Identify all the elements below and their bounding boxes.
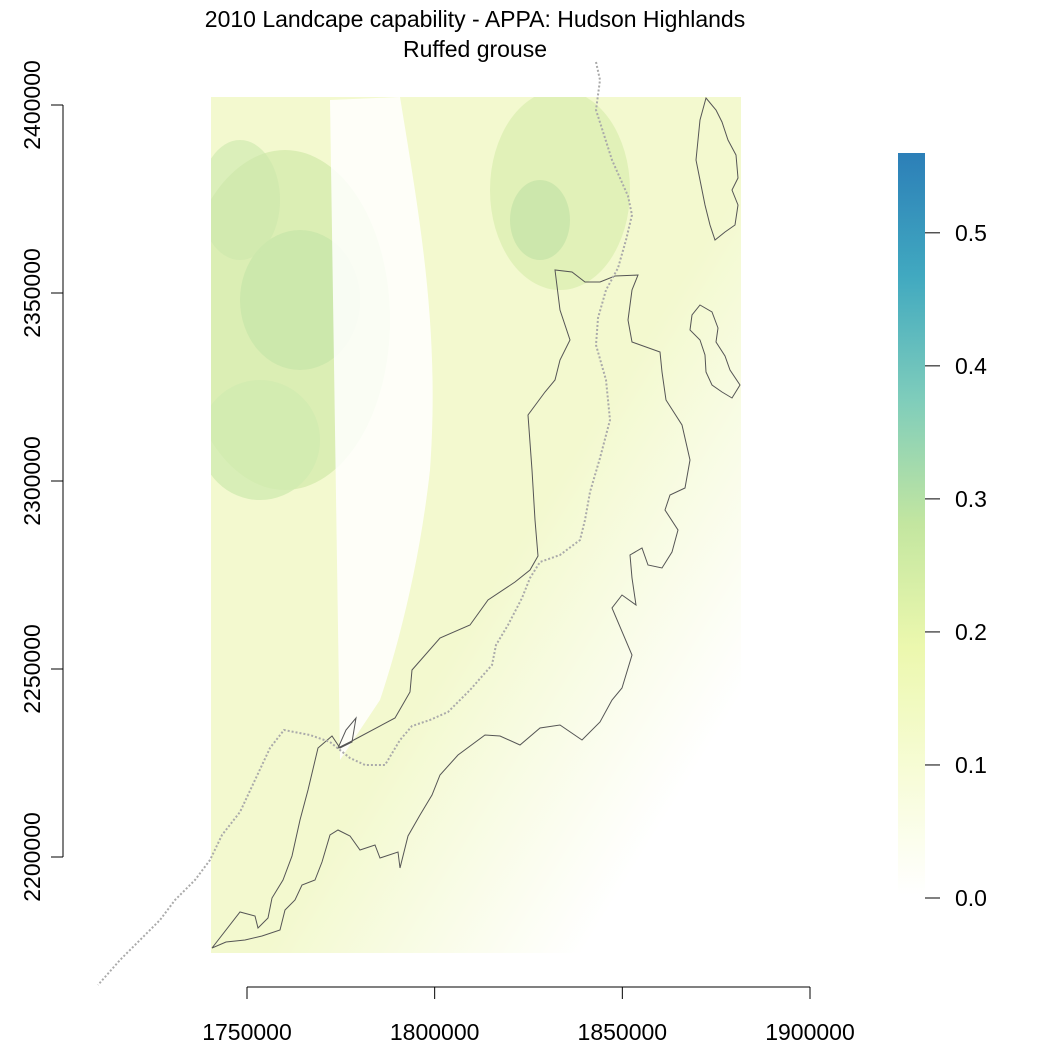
y-tick-label: 2300000 (19, 436, 45, 526)
legend-tick-label: 0.1 (955, 752, 987, 778)
x-tick-label: 1800000 (390, 1019, 480, 1045)
state-border (97, 61, 634, 986)
y-tick-label: 2350000 (19, 248, 45, 338)
legend-tick-label: 0.5 (955, 220, 987, 246)
legend-tick-label: 0.2 (955, 619, 987, 645)
legend-tick-label: 0.0 (955, 885, 987, 911)
y-tick-label: 2400000 (19, 60, 45, 150)
x-tick-label: 1750000 (202, 1019, 292, 1045)
y-tick-label: 2250000 (19, 624, 45, 714)
legend-tick-label: 0.3 (955, 486, 987, 512)
x-tick-label: 1900000 (765, 1019, 855, 1045)
appa-boundary (211, 96, 741, 949)
legend-colorbar (898, 153, 925, 895)
map-title: 2010 Landcape capability - APPA: Hudson … (204, 6, 746, 32)
appa-boundary-main (211, 269, 691, 949)
landscape-capability-raster (211, 97, 741, 953)
appa-boundary-east-lake (689, 304, 741, 399)
map-subtitle: Ruffed grouse (402, 36, 548, 62)
x-tick-label: 1850000 (578, 1019, 668, 1045)
legend-tick-label: 0.4 (955, 353, 987, 379)
appa-boundary-north-lake (695, 96, 739, 241)
y-tick-label: 2200000 (19, 812, 45, 902)
